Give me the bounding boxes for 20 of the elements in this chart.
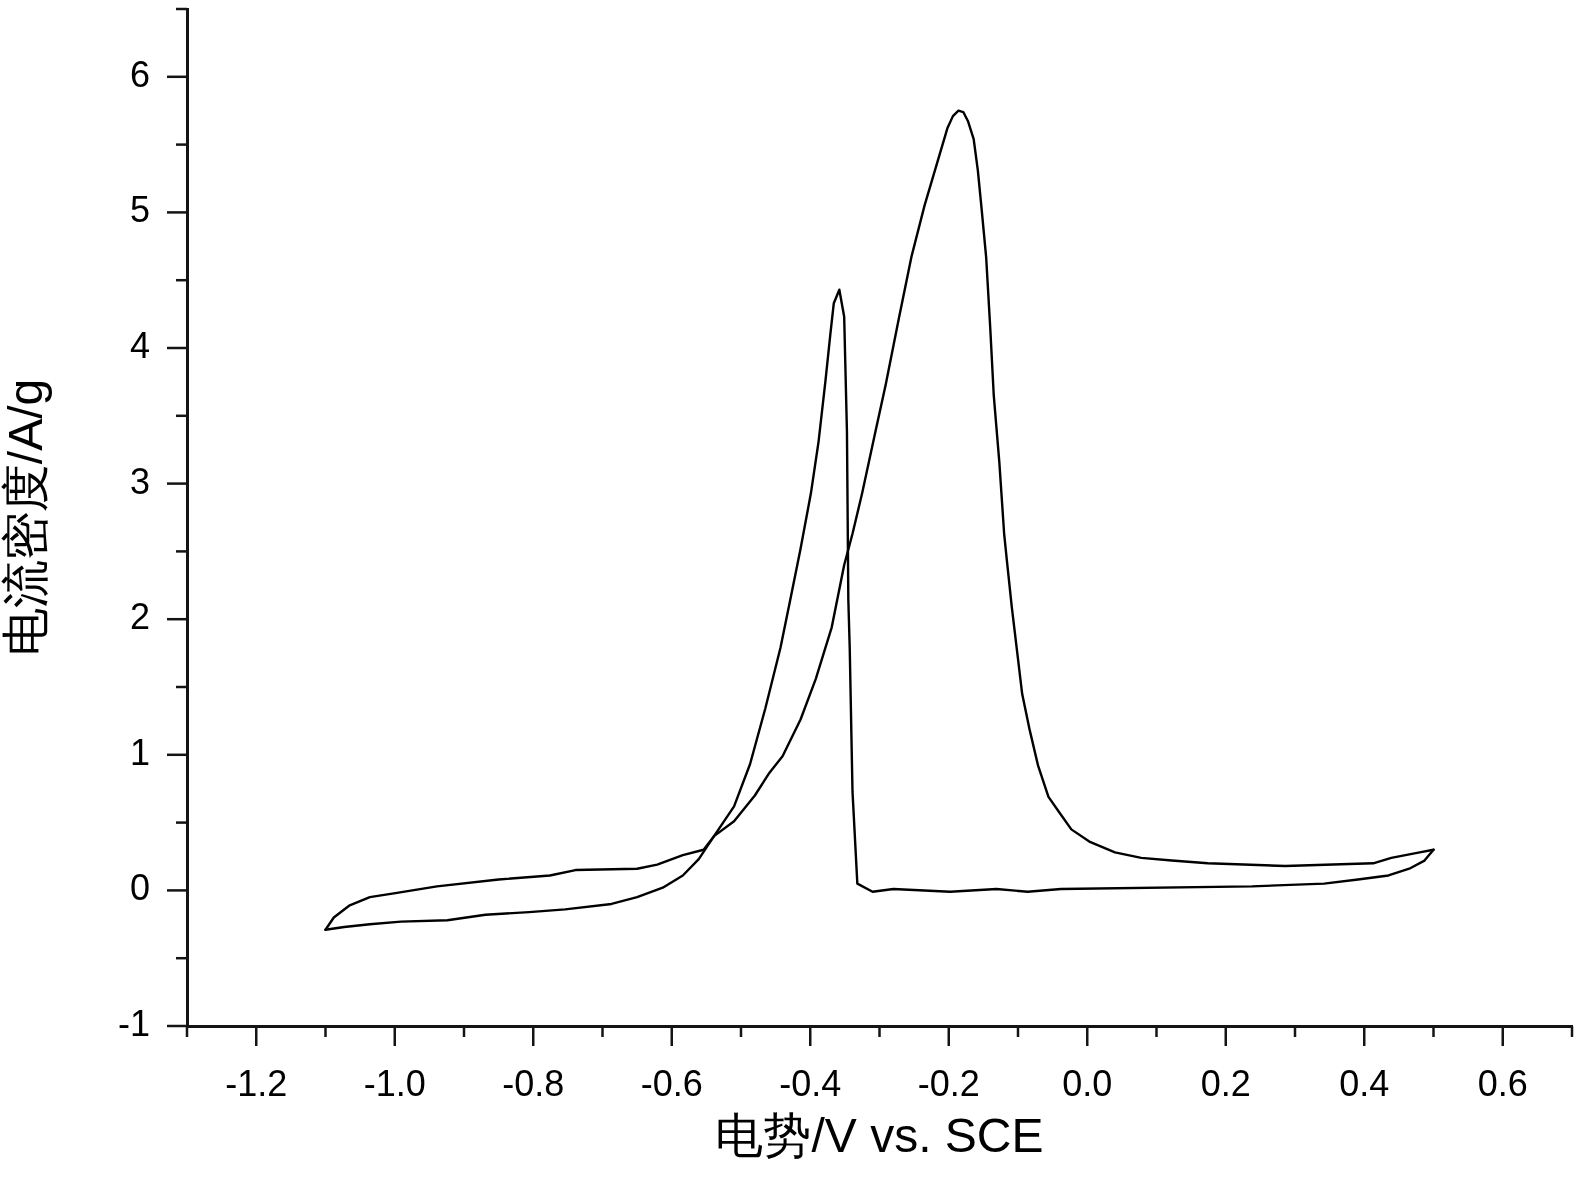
y-tick-label: 3 [129,460,150,502]
x-tick-label: -0.4 [779,1062,842,1104]
y-tick-label: -1 [117,1002,150,1044]
x-tick-label: -1.0 [363,1062,426,1104]
x-tick-label: -0.8 [502,1062,565,1104]
x-tick-label: -1.2 [225,1062,288,1104]
x-tick-label: -0.2 [917,1062,980,1104]
x-axis-title: 电势/V vs. SCE [715,1109,1044,1163]
x-tick-label: 0.2 [1200,1062,1251,1104]
y-tick-label: 6 [129,53,150,95]
y-axis-title: 电流密度/A/g [0,378,53,657]
x-tick-label: -0.6 [640,1062,703,1104]
y-tick-label: 4 [129,324,150,366]
x-tick-label: 0.4 [1339,1062,1390,1104]
y-tick-label: 0 [129,867,150,909]
y-tick-label: 1 [129,731,150,773]
y-tick-label: 5 [129,189,150,231]
x-tick-label: 0.6 [1477,1062,1528,1104]
y-tick-label: 2 [129,596,150,638]
x-tick-label: 0.0 [1062,1062,1113,1104]
